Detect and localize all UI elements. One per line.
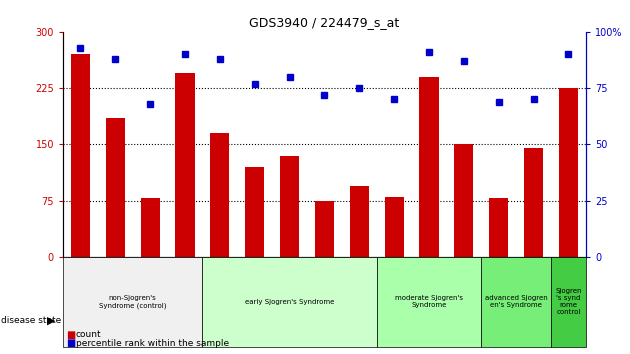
- Bar: [280, 156, 299, 257]
- Bar: [245, 167, 265, 257]
- Text: Sjogren
's synd
rome
control: Sjogren 's synd rome control: [555, 289, 581, 315]
- Text: ▶: ▶: [47, 315, 55, 325]
- Bar: [551, 257, 586, 347]
- Bar: [384, 197, 404, 257]
- Text: count: count: [76, 330, 101, 339]
- Text: percentile rank within the sample: percentile rank within the sample: [76, 339, 229, 348]
- Bar: [454, 144, 474, 257]
- Bar: [489, 198, 508, 257]
- Text: disease state: disease state: [1, 316, 62, 325]
- Text: advanced Sjogren
en's Syndrome: advanced Sjogren en's Syndrome: [485, 295, 547, 308]
- Bar: [315, 201, 334, 257]
- Bar: [140, 198, 160, 257]
- Text: ■: ■: [66, 330, 76, 339]
- Bar: [420, 77, 438, 257]
- Bar: [350, 185, 369, 257]
- Bar: [106, 118, 125, 257]
- Text: early Sjogren's Syndrome: early Sjogren's Syndrome: [245, 299, 335, 305]
- Bar: [202, 257, 377, 347]
- Bar: [559, 88, 578, 257]
- Bar: [524, 148, 543, 257]
- Bar: [71, 55, 90, 257]
- Bar: [481, 257, 551, 347]
- Text: ■: ■: [66, 338, 76, 348]
- Bar: [210, 133, 229, 257]
- Text: non-Sjogren's
Syndrome (control): non-Sjogren's Syndrome (control): [99, 295, 166, 309]
- Bar: [63, 257, 202, 347]
- Bar: [377, 257, 481, 347]
- Bar: [175, 73, 195, 257]
- Title: GDS3940 / 224479_s_at: GDS3940 / 224479_s_at: [249, 16, 399, 29]
- Text: moderate Sjogren's
Syndrome: moderate Sjogren's Syndrome: [395, 295, 463, 308]
